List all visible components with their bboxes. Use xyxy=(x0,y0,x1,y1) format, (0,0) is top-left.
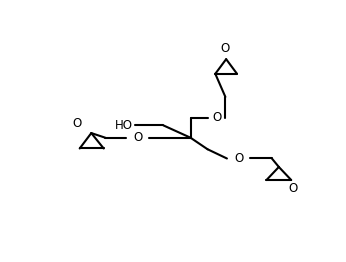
Text: O: O xyxy=(220,42,229,55)
Text: O: O xyxy=(73,117,82,130)
Text: O: O xyxy=(133,131,143,144)
Text: O: O xyxy=(212,111,221,124)
Text: O: O xyxy=(234,152,243,165)
Text: O: O xyxy=(288,182,298,195)
Text: HO: HO xyxy=(115,119,133,132)
